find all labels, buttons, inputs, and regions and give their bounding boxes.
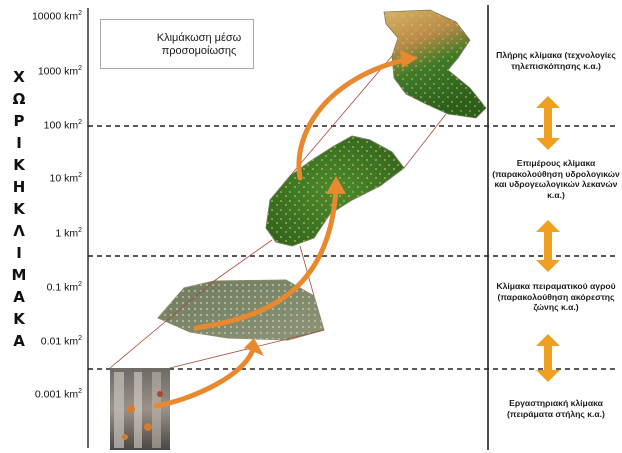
axis-title-upper: Χ Ω Ρ Ι Κ Η: [6, 66, 32, 198]
axis-title-letter: Ι: [16, 134, 22, 152]
axis-title-letter: Κ: [13, 200, 25, 218]
double-arrow: [536, 220, 560, 272]
axis-title-letter: Λ: [13, 222, 25, 240]
arrow-catchment-to-full: [296, 57, 407, 181]
tick-label: 10 km2: [49, 172, 82, 185]
tick-label: 1 km2: [55, 227, 82, 240]
lab-column-image: [110, 368, 170, 450]
axis-title-letter: Κ: [13, 156, 25, 174]
axis-title-letter: Ω: [12, 90, 26, 108]
axis-title-letter: Ρ: [13, 112, 25, 130]
scale-label-full: Πλήρης κλίμακα (τεχνολογίες τηλεπισκόπησ…: [496, 50, 616, 71]
tick-label: 0.1 km2: [46, 281, 82, 294]
tick-label: 100 km2: [43, 119, 82, 132]
full-catchment-image: [383, 9, 487, 119]
axis-title-letter: Ι: [16, 244, 22, 262]
axis-title-letter: Η: [12, 178, 26, 196]
axis-title-letter: Κ: [13, 310, 25, 328]
tick-label: 0.01 km2: [40, 335, 82, 348]
scale-label-field: Κλίμακα πειραματικού αγρού (παρακολούθησ…: [496, 281, 616, 312]
legend-label: Κλιμάκωση μέσω προσομοίωσης: [156, 32, 242, 57]
arrow-head: [400, 50, 418, 68]
arrow-lab-to-field: [153, 349, 255, 409]
experimental-field-image: [157, 279, 325, 341]
tick-label: 0.001 km2: [34, 388, 82, 401]
arrow-heads: [244, 50, 418, 356]
axis-title-letter: Μ: [11, 266, 27, 284]
scale-label-sub: Επιμέρους κλίμακα (παρακολούθηση υδρολογ…: [492, 158, 620, 200]
axis-title-lower: Κ Λ Ι Μ Α Κ Α: [6, 198, 32, 352]
axis-title-letter: Α: [13, 332, 25, 350]
tick-label: 1000 km2: [37, 65, 82, 78]
arrow-field-to-catchment: [193, 185, 339, 331]
scaling-arrows: [153, 57, 407, 409]
legend: Κλιμάκωση μέσω προσομοίωσης: [100, 19, 254, 69]
axis-title-letter: Χ: [13, 68, 25, 86]
tick-label: 10000 km2: [31, 10, 82, 23]
axis-title-letter: Α: [13, 288, 25, 306]
double-arrow: [536, 96, 560, 150]
scale-link-arrows: [536, 96, 560, 382]
double-arrow: [536, 334, 560, 382]
scale-label-lab: Εργαστηριακή κλίμακα (πειράματα στήλης κ…: [507, 398, 605, 419]
arrow-head: [326, 176, 346, 194]
arrow-head: [244, 338, 264, 356]
